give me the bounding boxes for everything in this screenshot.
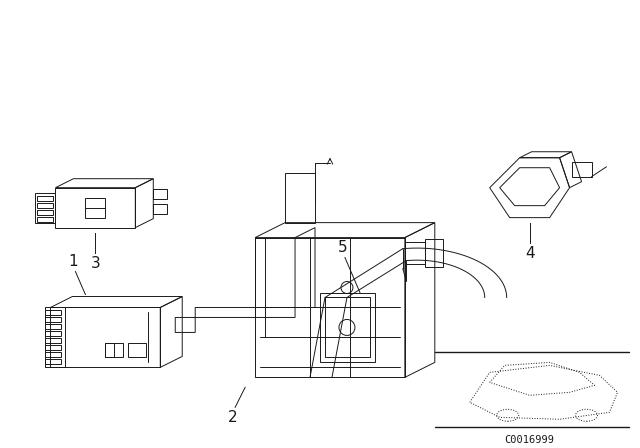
Bar bbox=[45, 332, 61, 336]
Bar bbox=[154, 189, 167, 198]
Bar bbox=[38, 202, 54, 207]
Bar bbox=[320, 293, 375, 362]
Bar bbox=[45, 359, 61, 364]
Bar bbox=[572, 162, 591, 177]
Bar bbox=[45, 345, 61, 350]
Bar bbox=[129, 344, 147, 358]
Text: C0016999: C0016999 bbox=[505, 435, 555, 445]
Bar bbox=[45, 324, 61, 329]
Bar bbox=[85, 198, 106, 218]
Bar bbox=[404, 242, 425, 264]
Text: 3: 3 bbox=[90, 255, 100, 271]
Text: 5: 5 bbox=[338, 240, 348, 254]
Bar bbox=[45, 338, 61, 344]
Text: 4: 4 bbox=[525, 246, 534, 261]
Bar bbox=[106, 344, 115, 358]
Bar bbox=[154, 204, 167, 214]
Bar bbox=[45, 318, 61, 323]
Bar bbox=[45, 307, 65, 367]
Bar bbox=[106, 344, 124, 358]
Bar bbox=[35, 193, 56, 223]
Text: 1: 1 bbox=[68, 254, 78, 268]
Bar bbox=[38, 210, 54, 215]
Text: 2: 2 bbox=[228, 410, 238, 425]
Bar bbox=[425, 239, 443, 267]
Bar bbox=[38, 196, 54, 201]
Bar bbox=[45, 353, 61, 358]
Bar bbox=[45, 310, 61, 315]
Bar bbox=[38, 217, 54, 222]
Bar bbox=[325, 297, 370, 358]
